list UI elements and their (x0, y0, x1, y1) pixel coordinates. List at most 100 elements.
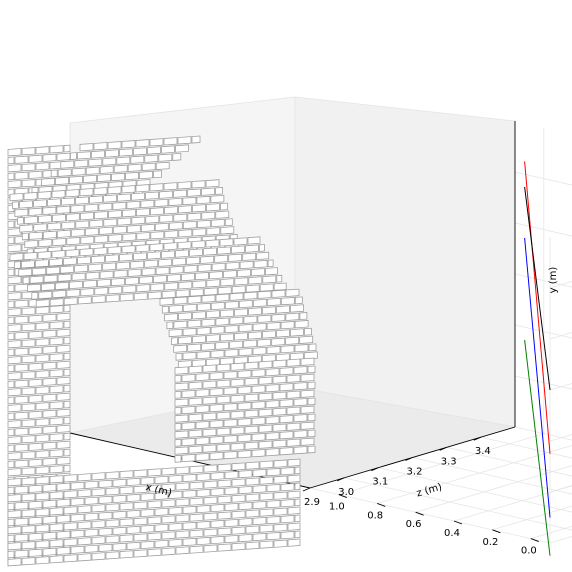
brick (14, 155, 29, 164)
brick (230, 442, 245, 451)
brick (21, 509, 36, 518)
brick (217, 543, 232, 552)
brick (168, 474, 183, 484)
brick (168, 538, 183, 548)
brick (35, 508, 50, 517)
brick (75, 220, 90, 229)
brick (173, 296, 188, 305)
brick (21, 557, 36, 566)
brick (224, 486, 239, 496)
brick (195, 436, 210, 446)
brick (46, 266, 61, 275)
brick (161, 483, 176, 492)
brick (177, 241, 192, 250)
brick (169, 265, 184, 275)
brick (56, 408, 71, 417)
brick (259, 283, 274, 292)
brick (216, 443, 231, 452)
x-tick-label: 0.8 (367, 510, 383, 521)
brick (286, 422, 301, 431)
brick (159, 214, 174, 223)
brick (203, 464, 218, 473)
brick (147, 291, 162, 300)
brick (238, 299, 253, 309)
brick (202, 428, 217, 437)
brick (210, 503, 225, 513)
brick (35, 386, 50, 395)
brick (14, 549, 29, 558)
z-tick-label: 2.9 (304, 497, 320, 508)
brick (84, 203, 99, 212)
brick (35, 540, 50, 549)
brick (251, 449, 266, 458)
brick (210, 301, 225, 311)
x-tick-label: 0.6 (406, 519, 422, 530)
brick (168, 328, 183, 338)
brick (133, 533, 148, 542)
brick (42, 345, 57, 354)
brick (56, 546, 71, 555)
z-tick (439, 446, 447, 451)
brick (91, 295, 106, 304)
x-tick (415, 511, 424, 516)
brick (174, 374, 182, 383)
brick (258, 392, 273, 401)
brick (217, 527, 232, 536)
brick (77, 553, 92, 562)
brick (105, 294, 120, 303)
brick (93, 142, 108, 151)
brick (307, 365, 316, 374)
brick (206, 310, 220, 319)
brick (139, 275, 153, 285)
brick (189, 497, 204, 506)
brick (7, 404, 22, 413)
brick (279, 383, 294, 392)
brick (224, 534, 239, 544)
brick (7, 308, 22, 317)
brick (217, 495, 232, 504)
grid-line-z (344, 477, 572, 531)
brick (173, 189, 187, 198)
brick (192, 280, 207, 289)
brick (248, 307, 262, 316)
brick (188, 365, 203, 374)
brick (50, 169, 58, 178)
brick (21, 147, 36, 156)
brick (294, 482, 301, 491)
brick (159, 297, 174, 306)
brick (63, 416, 71, 425)
brick (188, 429, 203, 438)
brick (209, 452, 224, 461)
brick (113, 269, 128, 278)
grid-line-y (514, 375, 572, 390)
brick (147, 516, 162, 525)
brick (273, 507, 288, 516)
brick (168, 490, 183, 500)
brick (231, 510, 246, 519)
brick (7, 228, 22, 237)
brick (136, 208, 150, 217)
brick (84, 544, 99, 553)
brick (49, 298, 64, 307)
brick (89, 219, 104, 228)
brick (28, 231, 43, 240)
brick (63, 490, 78, 499)
brick (238, 323, 253, 333)
brick (210, 519, 225, 529)
brick (307, 429, 316, 438)
brick (28, 314, 43, 323)
brick (182, 537, 197, 547)
brick (266, 346, 281, 355)
brick (97, 278, 111, 288)
brick (21, 477, 36, 486)
brick (70, 545, 85, 554)
brick (63, 554, 78, 563)
brick (14, 283, 29, 292)
brick (49, 417, 64, 426)
brick (161, 250, 175, 259)
brick (293, 430, 308, 439)
brick (35, 466, 50, 475)
brick (7, 348, 15, 357)
brick (42, 393, 57, 402)
brick (107, 246, 122, 255)
